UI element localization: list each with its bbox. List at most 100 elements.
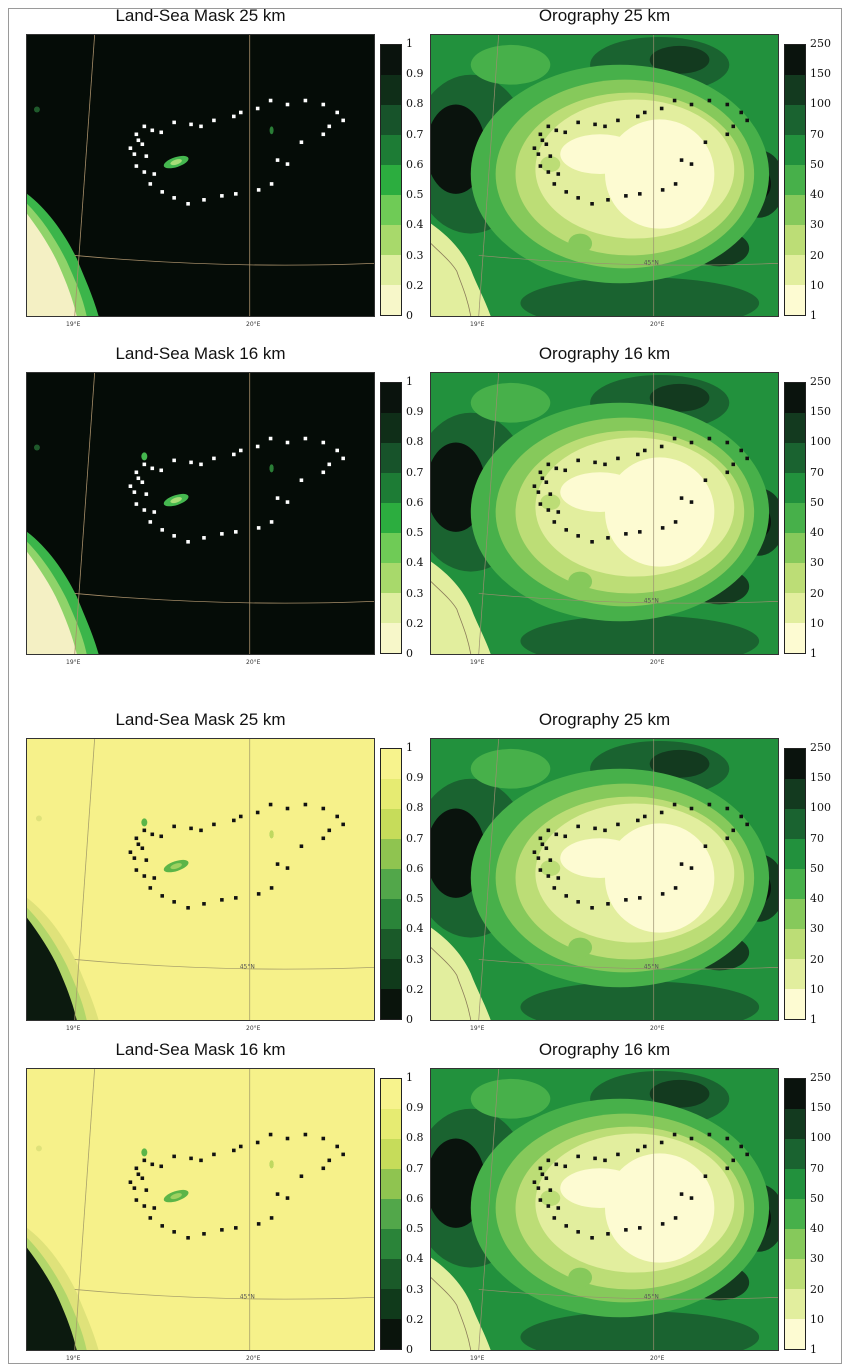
coast-lowland [431, 927, 491, 1020]
station-marker [172, 824, 176, 829]
speck [33, 106, 40, 113]
colorbar-tick-label: 70 [810, 465, 824, 479]
station-marker [576, 900, 580, 904]
colorbar-tick-label: 0.2 [406, 616, 424, 630]
station-marker [546, 1204, 551, 1208]
colorbar-segment [381, 195, 401, 225]
station-marker [552, 886, 557, 890]
station-marker [285, 102, 290, 107]
colorbar-tick-label: 100 [810, 801, 831, 815]
colorbar-segment [785, 75, 805, 105]
station-marker [140, 142, 145, 147]
lat-label: 45°N [644, 259, 659, 266]
station-marker [660, 1222, 665, 1226]
colorbar-segment [381, 503, 401, 533]
colorbar-tick-label: 100 [810, 435, 831, 449]
terrain-south-ridge [520, 1311, 760, 1350]
station-marker [172, 1230, 176, 1234]
terrain-plain-low [560, 838, 640, 879]
terrain-hill [568, 937, 593, 958]
terrain-plain-low [604, 457, 715, 567]
station-marker [159, 834, 164, 839]
speck [35, 1145, 42, 1152]
station-marker [576, 1154, 580, 1159]
colorbar-tick-label: 50 [810, 1191, 824, 1205]
colorbar-tick-label: 1 [810, 647, 817, 660]
station-marker [255, 810, 260, 815]
longitude-label: 19°E [470, 321, 485, 328]
colorbar-segment [381, 563, 401, 593]
terrain-south-ridge [520, 615, 760, 654]
colorbar-tick-label: 1 [810, 1343, 817, 1356]
station-marker [321, 102, 326, 107]
station-marker [725, 102, 730, 107]
colorbar-segment [785, 593, 805, 623]
lat-label: 45°N [644, 597, 659, 604]
terrain-hill [540, 156, 561, 173]
colorbar-tick-label: 0.5 [406, 892, 424, 906]
station-marker [238, 110, 243, 115]
station-marker [285, 806, 290, 811]
station-marker [532, 850, 537, 854]
station-marker [538, 502, 543, 506]
station-marker [636, 818, 640, 823]
station-marker [624, 1228, 628, 1232]
station-marker [234, 1226, 238, 1230]
station-marker [321, 1166, 326, 1171]
coast-area [27, 1247, 77, 1350]
orography-map: 45°N [430, 34, 779, 317]
station-marker [689, 866, 694, 870]
station-marker [134, 1166, 139, 1171]
colorbar-segment [785, 1169, 805, 1199]
colorbar-tick-label: 0.4 [406, 218, 424, 232]
small-lake [141, 818, 148, 827]
colorbar-tick-label: 150 [810, 67, 831, 81]
colorbar-segment [381, 929, 401, 959]
longitude-label: 20°E [650, 321, 665, 328]
station-marker [745, 1152, 749, 1157]
colorbar-tick-label: 0.3 [406, 586, 424, 600]
meridian-19e [74, 373, 96, 654]
station-marker [642, 814, 647, 819]
coast-area [27, 213, 77, 316]
colorbar-segment [381, 1289, 401, 1319]
colorbar-tick-label: 1 [810, 309, 817, 322]
colorbar-tick-label: 150 [810, 405, 831, 419]
station-marker [689, 806, 694, 811]
station-marker [544, 480, 549, 485]
station-marker [136, 1172, 141, 1177]
station-marker [606, 198, 610, 202]
station-marker [576, 120, 580, 125]
colorbar-tick-label: 150 [810, 771, 831, 785]
colorbar-tick-label: 0.5 [406, 526, 424, 540]
station-marker [255, 1140, 260, 1145]
colorbar-segment [381, 899, 401, 929]
station-marker [150, 1162, 155, 1167]
station-marker [538, 164, 543, 168]
colorbar-tick-label: 0.8 [406, 435, 424, 449]
station-marker [268, 802, 273, 807]
station-marker [142, 508, 147, 512]
station-marker [540, 1172, 545, 1177]
station-marker [563, 468, 568, 473]
station-marker [593, 122, 597, 127]
terrain-hill [540, 1190, 561, 1207]
station-marker [142, 828, 147, 833]
station-marker [160, 1224, 165, 1228]
station-marker [275, 862, 280, 866]
terrain-peak [649, 45, 710, 74]
station-marker [616, 118, 620, 123]
station-marker [335, 814, 340, 819]
station-marker [556, 172, 561, 176]
station-marker [548, 1188, 553, 1192]
terrain-plain-low [604, 823, 715, 933]
colorbar-segment [785, 959, 805, 989]
station-marker [144, 858, 149, 862]
station-marker [538, 836, 543, 841]
station-marker [134, 868, 139, 872]
station-marker [234, 896, 238, 900]
colorbar-segment [381, 165, 401, 195]
colorbar-tick-label: 0.4 [406, 1252, 424, 1266]
longitude-label: 19°E [66, 1355, 81, 1362]
station-marker [232, 818, 236, 823]
